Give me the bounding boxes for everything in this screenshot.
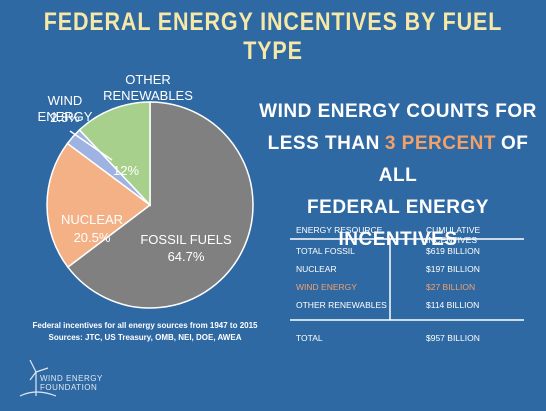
headline: WIND ENERGY COUNTS FOR LESS THAN 3 PERCEN… (252, 96, 544, 256)
table-row: OTHER RENEWABLES $114 BILLION (292, 300, 524, 314)
table-row: TOTAL FOSSIL $619 BILLION (292, 246, 524, 260)
table-cell: OTHER RENEWABLES (296, 300, 387, 310)
headline-line: FEDERAL ENERGY INCENTIVES (307, 197, 489, 250)
table-cell: WIND ENERGY (296, 282, 357, 292)
logo-icon (19, 359, 57, 397)
headline-text: LESS THAN (267, 133, 380, 154)
logo: WIND ENERGY FOUNDATION (40, 374, 103, 392)
headline-highlight: 3 PERCENT (384, 133, 496, 154)
slice-label: NUCLEAR (60, 212, 124, 227)
slice-label: WIND ENERGY (37, 93, 93, 124)
pie-slice (66, 101, 254, 309)
logo-text: FOUNDATION (40, 383, 98, 392)
table-row: WIND ENERGY $27 BILLION (292, 282, 524, 296)
slice-value-label: 20.5% (73, 230, 111, 245)
table-cell: ENERGY RESOURCE (296, 225, 383, 235)
table-cell: TOTAL (296, 333, 323, 343)
slice-value-label: 2.8% (50, 110, 80, 125)
slice-label: OTHER RENEWABLES (103, 72, 193, 103)
headline-line: WIND ENERGY COUNTS FOR (259, 101, 537, 122)
leader-line (69, 130, 113, 161)
table-row: TOTAL $957 BILLION (292, 333, 524, 347)
title: FEDERAL ENERGY INCENTIVES BY FUEL TYPE (43, 8, 503, 65)
slice-label: FOSSIL FUELS (140, 232, 232, 247)
pie (46, 101, 254, 309)
headline-text: OF ALL (378, 133, 529, 186)
table-cell: $27 BILLION (426, 282, 476, 292)
footnote-line: Sources: JTC, US Treasury, OMB, NEI, DOE… (48, 333, 242, 342)
table-cell: TOTAL FOSSIL (296, 246, 355, 256)
table-cell: $114 BILLION (426, 300, 480, 310)
table-cell: $619 BILLION (426, 246, 480, 256)
table-cell: $957 BILLION (426, 333, 480, 343)
table-row: ENERGY RESOURCE CUMULATIVE INCENTIVES (292, 225, 524, 245)
table-cell: $197 BILLION (426, 264, 480, 274)
footnote-line: Federal incentives for all energy source… (32, 321, 258, 330)
table-cell: CUMULATIVE INCENTIVES (426, 225, 481, 245)
table-row: NUCLEAR $197 BILLION (292, 264, 524, 278)
logo-text: WIND ENERGY (40, 374, 103, 383)
pie-slice (46, 142, 152, 269)
slice-value-label: 12% (112, 163, 140, 178)
slice-value-label: 64.7% (167, 249, 205, 264)
headline-line: LESS THAN 3 PERCENT OF ALL (252, 128, 544, 192)
footnote: Federal incentives for all energy source… (10, 320, 280, 344)
pie-slice (78, 101, 151, 207)
table-cell: NUCLEAR (296, 264, 337, 274)
